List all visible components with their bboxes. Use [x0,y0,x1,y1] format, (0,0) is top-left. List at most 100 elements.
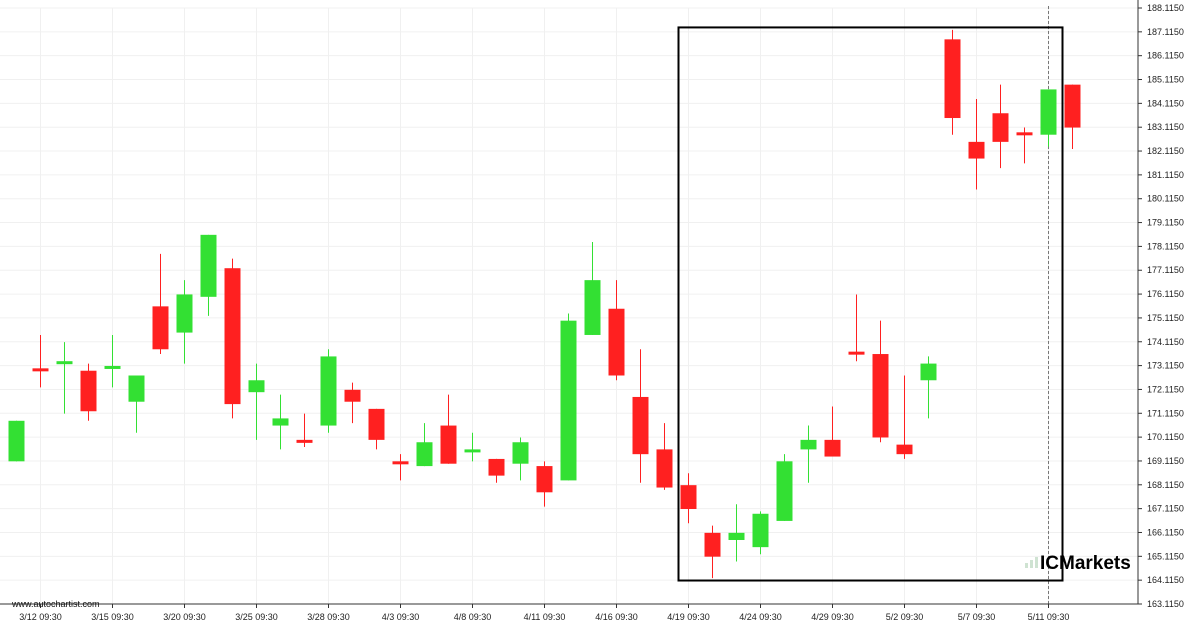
candle [944,29,961,135]
x-tick-label: 5/7 09:30 [958,612,996,622]
candle [248,363,265,440]
candle [80,363,97,421]
candle-body [200,234,217,297]
candle [104,334,121,388]
candle [464,432,481,462]
x-tick-label: 4/3 09:30 [382,612,420,622]
candle [272,394,289,450]
source-label: www.autochartist.com [11,599,100,609]
candle-body [752,513,769,548]
x-tick-label: 4/29 09:30 [811,612,854,622]
candle [488,458,505,483]
candle-body [152,306,169,350]
x-tick-label: 5/2 09:30 [886,612,924,622]
y-tick-label: 182.1150 [1147,146,1184,156]
candle-body [872,354,889,438]
candle [656,423,673,490]
candle-body [896,444,913,455]
candle [296,413,313,448]
candle-body [1064,84,1081,128]
candle-body [584,280,601,335]
candle-body [320,356,337,426]
candle [536,461,553,507]
y-tick-label: 172.1150 [1147,384,1184,394]
bars-icon [1025,557,1038,568]
candle-body [104,365,121,369]
y-tick-label: 169.1150 [1147,456,1184,466]
highlight-box [677,26,1064,582]
candle [56,342,73,414]
candle [1064,84,1081,150]
candle-body [512,442,529,464]
brand-logo-text: ICMarkets [1040,553,1131,574]
y-tick-label: 179.1150 [1147,218,1184,228]
candle [872,320,889,443]
candle [704,525,721,579]
candle [1016,127,1033,164]
brand-prefix: IC [1040,553,1059,574]
candle-body [992,113,1009,142]
y-tick-label: 165.1150 [1147,551,1184,561]
candle [824,406,841,457]
candle-body [176,294,193,333]
candle-body [392,461,409,465]
candle [848,294,865,362]
candle-body [344,389,361,402]
y-tick-label: 186.1150 [1147,51,1184,61]
y-tick-label: 170.1150 [1147,432,1184,442]
candle-body [536,466,553,493]
y-axis: 163.1150 164.1150 165.1150 166.1150 167.1150… [1137,0,1184,609]
x-tick-label: 4/19 09:30 [667,612,710,622]
candle-body [680,485,697,509]
grid-lines [0,6,1138,605]
candle [992,84,1009,169]
y-tick-label: 167.1150 [1147,504,1184,514]
candle-body [488,458,505,476]
candle [560,313,577,481]
candle [32,334,49,388]
candle-body [800,439,817,450]
y-tick-label: 184.1150 [1147,98,1184,108]
y-tick-label: 188.1150 [1147,3,1184,13]
highlight-box-layer [677,26,1064,582]
candle-body [80,370,97,412]
y-tick-label: 174.1150 [1147,337,1184,347]
brand-watermark: ICMarkets [1025,553,1131,574]
candle-body [440,425,457,464]
x-tick-label: 3/28 09:30 [307,612,350,622]
candle [728,504,745,562]
candle-body [632,396,649,455]
y-tick-label: 164.1150 [1147,575,1184,585]
candle-body [1016,132,1033,136]
candle-body [272,418,289,426]
candles-layer [8,29,1081,579]
candle [8,420,25,462]
candle [176,280,193,364]
candle-body [464,449,481,453]
candle [200,234,217,316]
candle-body [368,408,385,440]
candle [1040,89,1057,147]
candle-body [296,439,313,443]
y-tick-label: 175.1150 [1147,313,1184,323]
candle [584,241,601,335]
candle [440,394,457,464]
candle-body [968,141,985,159]
candle-body [776,461,793,521]
y-tick-label: 171.1150 [1147,408,1184,418]
x-tick-label: 4/11 09:30 [524,612,566,622]
brand-name: Markets [1059,553,1131,574]
candle [608,280,625,381]
candle [416,423,433,467]
y-tick-label: 178.1150 [1147,241,1184,251]
x-tick-label: 3/12 09:30 [19,612,62,622]
candle-body [128,375,145,402]
candle-body [32,368,49,372]
candle [800,425,817,483]
x-tick-label: 4/24 09:30 [739,612,782,622]
candle [368,408,385,450]
candle [344,382,361,424]
y-tick-label: 177.1150 [1147,265,1184,275]
y-tick-label: 187.1150 [1147,27,1184,37]
candle-body [1040,89,1057,135]
